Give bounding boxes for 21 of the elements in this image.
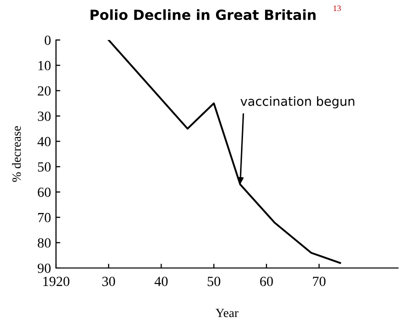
y-axis-title: % decrease — [12, 126, 21, 182]
chart-title: Polio Decline in Great Britain — [90, 9, 316, 20]
x-tick-label: 60 — [260, 276, 273, 286]
y-tick-label: 90 — [38, 264, 51, 273]
y-tick-label: 80 — [38, 238, 51, 248]
text: 13 — [334, 5, 341, 12]
x-tick-label: 70 — [313, 276, 326, 286]
y-tick-label: 10 — [38, 60, 51, 70]
y-tick-label: 40 — [38, 136, 51, 146]
x-tick-label: 30 — [102, 276, 116, 286]
y-tick-label: 20 — [38, 86, 51, 96]
x-axis-title: Year — [216, 308, 238, 318]
annotation: vaccination begun — [240, 96, 354, 108]
x-tick-label: 50 — [208, 276, 220, 286]
y-tick-label: 0 — [44, 36, 51, 45]
y-tick-label: 50 — [38, 162, 51, 172]
y-tick-label: 30 — [38, 112, 51, 121]
x-tick-label: 1920 — [43, 276, 70, 286]
x-tick-label: 40 — [154, 276, 168, 286]
y-tick-label: 70 — [38, 212, 51, 222]
y-tick-label: 60 — [38, 188, 51, 197]
